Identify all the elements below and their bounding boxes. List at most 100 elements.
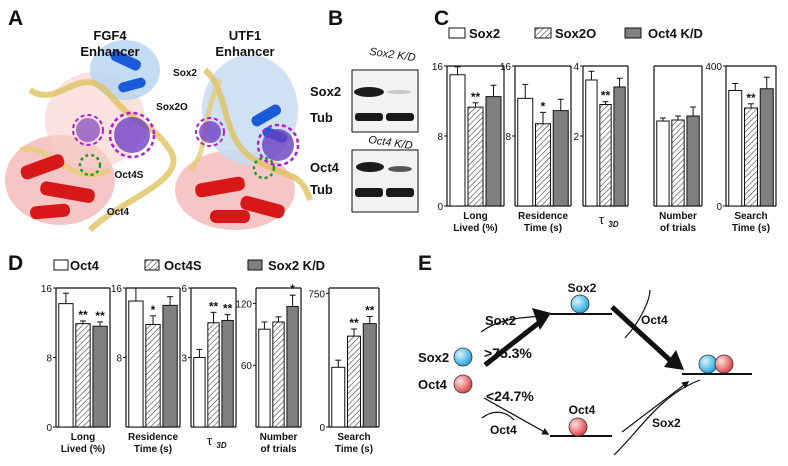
legend-c-sox2: Sox2 — [469, 26, 500, 41]
upper-right-arc — [624, 289, 651, 339]
upper-path-arrowhead — [532, 308, 551, 330]
panel-c-ytick-label: 8 — [505, 132, 511, 143]
blot2-band-tub-kd — [386, 188, 414, 197]
legend-swatch-gray — [624, 27, 642, 39]
panel-d-xlabel-line2: Time (s) — [134, 444, 172, 455]
legend-c-sox2o: Sox2O — [555, 26, 596, 41]
panel-label-a: A — [8, 7, 23, 30]
free-oct4-ball — [453, 374, 473, 394]
blot1-band-tub-ctrl — [355, 113, 383, 121]
legend-swatch-open — [448, 27, 466, 39]
panel-label-c: C — [434, 7, 449, 30]
panel-c-significance: * — [541, 99, 546, 113]
panel-d-ytick-label: 60 — [241, 361, 253, 372]
panel-d-ytick-label: 120 — [235, 299, 252, 310]
panel-c-bar — [585, 79, 598, 207]
panel-c-bar — [613, 86, 626, 207]
panel-c-bar — [599, 104, 612, 207]
panel-c-bar — [656, 120, 670, 207]
legend-d-swatch-hatched — [144, 259, 160, 271]
panel-c-ytick-label: 400 — [705, 62, 722, 73]
blot1-band-tub-kd — [386, 113, 414, 121]
panel-d-ytick-label: 0 — [46, 423, 52, 434]
panel-d-bar — [207, 322, 220, 428]
panel-c-xlabel-line1: Search — [734, 211, 767, 222]
panel-d-bar — [193, 357, 206, 428]
label-sox2: Sox2 — [173, 68, 197, 79]
upper-percentage: >75.3% — [484, 345, 532, 361]
panel-d-significance: ** — [349, 316, 359, 330]
panel-d-bar — [331, 366, 346, 428]
panel-c-bar — [686, 115, 700, 207]
bottom-state-oct4-ball — [568, 417, 588, 437]
panel-d-xlabel-line1: Residence — [128, 432, 178, 443]
panel-c-ytick-label: 2 — [573, 132, 579, 143]
lower-percentage: <24.7% — [486, 388, 534, 404]
panel-d-significance: ** — [365, 304, 375, 318]
legend-d-sox2kd: Sox2 K/D — [268, 258, 325, 273]
top-to-final-arrow — [610, 305, 674, 364]
panel-label-b: B — [328, 7, 343, 30]
fgf4-title-line2: Enhancer — [80, 44, 139, 59]
legend-d-swatch-open — [53, 259, 69, 271]
blot2-title: Oct4 K/D — [367, 134, 413, 152]
panel-d-xlabel-line1: Search — [337, 432, 370, 443]
panel-c-bar — [449, 74, 466, 207]
lower-right-arc-label: Sox2 — [652, 416, 681, 430]
panel-c-bar — [671, 119, 685, 207]
blot1-band-sox2-kd — [387, 90, 411, 94]
panel-label-d: D — [8, 252, 23, 275]
panel-c-ytick-label: 16 — [432, 62, 444, 73]
panel-d-xlabel-line2: of trials — [260, 444, 297, 455]
panel-d-bar — [286, 306, 299, 428]
label-oct4s: Oct4S — [115, 170, 144, 181]
panel-d-ytick-label: 16 — [111, 284, 123, 295]
panel-d-ytick-label: 8 — [116, 354, 122, 365]
panel-c-legend: Sox2 Sox2O Oct4 K/D — [448, 26, 703, 41]
panel-c-xlabel-line2: Time (s) — [524, 223, 562, 234]
upper-left-arc-label: Sox2 — [485, 313, 516, 328]
legend-d-oct4s: Oct4S — [164, 258, 202, 273]
panel-c-xlabel: τ — [599, 212, 605, 227]
blot2-row-oct4: Oct4 — [310, 160, 340, 175]
lower-right-arc — [613, 379, 701, 456]
blot1-frame — [351, 69, 419, 133]
blot2-band-oct4-ctrl — [356, 162, 384, 172]
panel-c-chart-2: 4 2 ** τ 3D — [573, 62, 629, 229]
panel-d-chart-2: 6 3 ** ** τ 3D — [181, 284, 237, 450]
panel-d-xlabel-sub: 3D — [216, 441, 226, 450]
panel-c-xlabel-sub: 3D — [608, 220, 618, 229]
utf1-title-line1: UTF1 — [229, 28, 262, 43]
panel-d-bar — [221, 319, 234, 428]
panel-c-ytick-label: 4 — [573, 62, 579, 73]
panel-d-bar — [362, 323, 377, 428]
panel-d-ytick-label: 3 — [181, 354, 187, 365]
upper-right-arc-label: Oct4 — [641, 313, 668, 327]
upper-path-arrow — [483, 316, 547, 367]
blot2-band-oct4-kd — [388, 166, 412, 172]
blot1-band-sox2-ctrl — [354, 87, 384, 97]
panel-d-legend: Oct4 Oct4S Sox2 K/D — [53, 258, 325, 273]
final-state-sox2-ball — [698, 354, 718, 374]
panel-c-bar — [535, 123, 551, 207]
fgf4-complex-image — [5, 40, 177, 233]
panel-c-xlabel-line2: of trials — [660, 223, 697, 234]
blot2-row-tub: Tub — [310, 182, 333, 197]
free-sox2-ball — [453, 347, 473, 367]
panel-c-bar — [552, 110, 569, 207]
panel-d-xlabel-line1: Long — [71, 432, 95, 443]
blot1-row-tub: Tub — [310, 110, 333, 125]
panel-d-ytick-label: 16 — [41, 284, 53, 295]
legend-d-swatch-gray — [247, 259, 263, 271]
legend-d-oct4: Oct4 — [70, 258, 100, 273]
free-oct4-label: Oct4 — [418, 377, 448, 392]
panel-d-ytick-label: 0 — [319, 423, 325, 434]
label-oct4: Oct4 — [107, 207, 130, 218]
panel-d-xlabel-line2: Time (s) — [335, 444, 373, 455]
